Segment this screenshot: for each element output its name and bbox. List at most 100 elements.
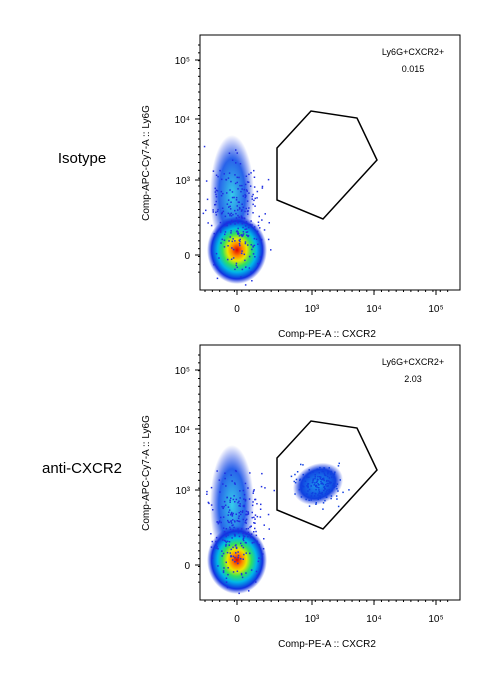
event bbox=[223, 246, 226, 248]
event bbox=[256, 230, 259, 233]
event bbox=[239, 497, 241, 499]
y-tick-label: 0 bbox=[184, 561, 190, 572]
event bbox=[348, 489, 350, 491]
event bbox=[299, 479, 301, 482]
event bbox=[233, 482, 236, 484]
event bbox=[247, 511, 249, 513]
event bbox=[227, 534, 229, 536]
event bbox=[307, 486, 309, 489]
event bbox=[239, 244, 241, 247]
event bbox=[236, 230, 238, 232]
event bbox=[324, 499, 326, 502]
event bbox=[232, 238, 234, 240]
event bbox=[242, 231, 245, 233]
event bbox=[300, 486, 303, 489]
event bbox=[215, 189, 218, 192]
event bbox=[210, 486, 213, 489]
event bbox=[315, 484, 318, 487]
event bbox=[331, 476, 333, 478]
event bbox=[329, 481, 332, 483]
row-label: anti-CXCR2 bbox=[42, 460, 122, 477]
event bbox=[257, 262, 259, 265]
event bbox=[337, 505, 340, 508]
event bbox=[237, 556, 239, 559]
event bbox=[245, 528, 248, 530]
event bbox=[317, 494, 319, 496]
event bbox=[254, 197, 256, 200]
event bbox=[244, 210, 246, 213]
event bbox=[245, 519, 247, 522]
event bbox=[303, 476, 305, 479]
event bbox=[245, 513, 247, 516]
event bbox=[240, 542, 242, 545]
event bbox=[229, 214, 231, 217]
event bbox=[267, 178, 270, 181]
event bbox=[244, 541, 247, 544]
event bbox=[248, 173, 250, 176]
event bbox=[330, 470, 333, 473]
event bbox=[327, 480, 330, 482]
event bbox=[242, 489, 245, 492]
event bbox=[222, 210, 225, 213]
event bbox=[262, 548, 265, 550]
event bbox=[336, 488, 338, 490]
event bbox=[241, 511, 244, 514]
event bbox=[247, 487, 249, 489]
event bbox=[244, 194, 246, 196]
event bbox=[310, 499, 312, 501]
event bbox=[215, 214, 218, 216]
event bbox=[327, 473, 329, 475]
event bbox=[225, 581, 228, 583]
event bbox=[254, 205, 256, 207]
event bbox=[322, 483, 324, 486]
event bbox=[243, 535, 246, 538]
event bbox=[230, 548, 232, 551]
event bbox=[302, 485, 304, 488]
event bbox=[237, 554, 240, 557]
event bbox=[237, 528, 239, 530]
event bbox=[318, 492, 320, 495]
event bbox=[211, 557, 214, 559]
event bbox=[224, 231, 227, 233]
event bbox=[228, 240, 230, 242]
y-tick-label: 10³ bbox=[176, 176, 191, 187]
event bbox=[231, 515, 234, 517]
event bbox=[221, 238, 223, 241]
y-tick-label: 10⁴ bbox=[175, 425, 190, 436]
event bbox=[210, 533, 212, 535]
gate-name: Ly6G+CXCR2+ bbox=[382, 47, 444, 57]
event bbox=[252, 492, 254, 494]
event bbox=[217, 208, 219, 211]
event bbox=[260, 558, 263, 560]
event bbox=[215, 547, 217, 549]
event bbox=[245, 221, 248, 223]
event bbox=[244, 242, 247, 245]
event bbox=[337, 465, 340, 467]
y-tick-label: 10⁵ bbox=[175, 366, 190, 377]
event bbox=[222, 192, 224, 195]
event bbox=[333, 483, 335, 485]
event bbox=[342, 491, 344, 494]
event bbox=[231, 159, 234, 161]
event bbox=[325, 496, 328, 498]
event bbox=[252, 253, 255, 255]
event bbox=[244, 482, 247, 485]
event bbox=[225, 541, 228, 543]
event bbox=[319, 497, 322, 500]
event bbox=[214, 187, 216, 190]
event bbox=[318, 486, 320, 489]
event bbox=[304, 480, 307, 482]
event bbox=[260, 485, 263, 488]
event bbox=[320, 476, 322, 478]
event bbox=[229, 526, 231, 529]
event bbox=[317, 496, 320, 499]
event bbox=[237, 188, 239, 190]
event bbox=[227, 245, 229, 247]
event bbox=[207, 222, 209, 224]
event bbox=[215, 196, 218, 198]
event bbox=[225, 561, 227, 564]
event bbox=[223, 530, 226, 533]
event bbox=[308, 488, 311, 491]
event bbox=[319, 492, 322, 495]
